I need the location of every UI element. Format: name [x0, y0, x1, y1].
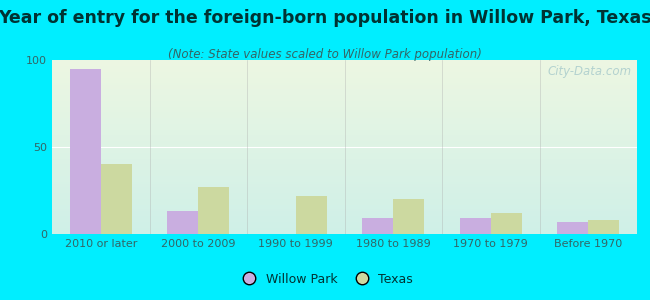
Bar: [393, 199, 424, 234]
Legend: Willow Park, Texas: Willow Park, Texas: [232, 268, 418, 291]
Bar: [362, 218, 393, 234]
Bar: [198, 187, 229, 234]
Bar: [296, 196, 327, 234]
Bar: [167, 212, 198, 234]
Bar: [460, 218, 491, 234]
Text: (Note: State values scaled to Willow Park population): (Note: State values scaled to Willow Par…: [168, 48, 482, 61]
Bar: [491, 213, 522, 234]
Bar: [70, 69, 101, 234]
Bar: [588, 220, 619, 234]
Text: City-Data.com: City-Data.com: [547, 65, 631, 78]
Bar: [557, 222, 588, 234]
Text: Year of entry for the foreign-born population in Willow Park, Texas: Year of entry for the foreign-born popul…: [0, 9, 650, 27]
Bar: [101, 164, 132, 234]
